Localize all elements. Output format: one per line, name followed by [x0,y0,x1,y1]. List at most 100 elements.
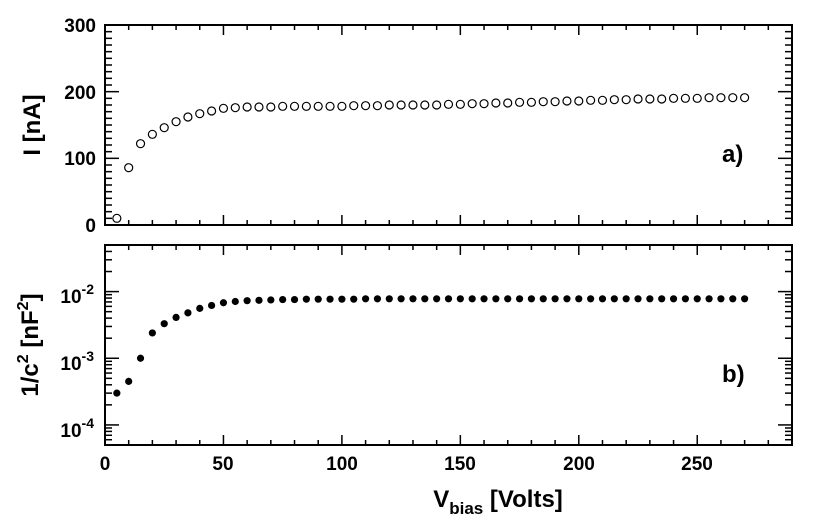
panel-b-frame [104,244,793,446]
xtick-250: 250 [681,454,713,475]
panel-a-point [313,101,323,111]
panel-b-point [302,295,310,303]
panel-b-point [172,313,180,322]
panel-a-point [135,139,146,149]
panel-a-point [218,103,229,113]
panel-b-point [409,295,417,303]
panel-b-point [480,295,488,303]
panel-a-point [384,100,394,110]
panel-a-point [514,97,525,107]
panel-a-point [704,93,714,103]
panel-b-point [622,295,630,303]
panel-a-point [574,96,584,106]
panel-b-point [148,329,156,337]
panel-b-point [563,295,571,303]
panel-a-point [301,101,311,111]
panel-a-point [159,123,169,133]
panel-b-ytick-1e-4: 10-4 [60,415,94,442]
panel-b-ytick-1e-2: 10-2 [60,281,94,308]
panel-b-point [741,295,749,303]
panel-b-point [267,296,275,304]
panel-a-point [645,94,655,104]
panel-b-ytick-1e-3: 10-3 [60,348,94,375]
panel-a-tag: a) [722,141,743,168]
panel-a-point [337,101,347,111]
panel-b-point [669,295,678,303]
panel-b-ylabel: 1/c2 [nF2] [15,293,44,396]
panel-a-point [432,100,442,110]
panel-b-point [539,295,547,303]
panel-b-point [385,295,393,303]
panel-a-ylabel: I [nA] [19,94,46,155]
panel-b-point [729,295,737,303]
panel-b-point [326,295,334,303]
panel-b-point [243,297,251,305]
panel-b-point [610,295,618,303]
panel-a-point [716,93,726,103]
panel-a-point [680,93,690,103]
panel-a-point [609,95,619,105]
panel-a-point [479,99,489,109]
panel-b-point [444,295,453,303]
panel-a-point [538,97,548,107]
panel-b-point [373,295,382,303]
panel-b-point [634,295,642,303]
panel-a-point [562,96,572,106]
xtick-50: 50 [212,454,233,475]
panel-b-tag: b) [722,361,745,388]
panel-a-point [207,106,217,116]
panel-a-point [147,129,157,139]
panel-b-point [456,295,464,303]
panel-a-point [621,95,631,105]
panel-a-point [349,101,359,111]
panel-a-point [740,93,750,103]
panel-b-point [219,299,228,307]
panel-a-point [242,102,252,112]
panel-a-point [633,94,643,104]
panel-a-ytick-300: 300 [64,16,96,37]
panel-a-point [443,99,454,109]
panel-b-point [433,295,441,303]
panel-b-point [279,295,287,304]
panel-a-point [728,93,738,103]
panel-a-point [597,95,608,105]
panel-b-point [527,295,536,303]
panel-a-point [420,100,430,110]
panel-a-point [467,99,477,109]
x-axis-title: Vbias [Volts] [433,486,563,518]
panel-b-point [693,295,701,303]
panel-a-point [408,100,418,110]
panel-b-point [125,377,133,385]
panel-b-point [646,295,654,303]
panel-b-point [551,295,559,303]
panel-b-point [717,295,725,303]
panel-b-point [705,295,713,303]
panel-b-point [361,295,370,303]
panel-b-point [587,295,595,303]
panel-b-point [598,295,607,303]
panel-a-point [112,213,122,223]
panel-a-point [586,95,596,105]
panel-b-point [658,295,666,303]
xtick-100: 100 [326,454,358,475]
panel-a-point [278,101,288,111]
panel-b-point [231,297,239,306]
panel-b-point [515,295,524,303]
panel-b-point [397,295,405,303]
panel-a-point [230,103,240,113]
panel-a-point [526,97,537,107]
panel-b-point [338,295,346,303]
panel-a-point [171,117,181,127]
panel-a-point [668,93,679,103]
panel-a-point [503,98,513,108]
panel-b-point [350,295,358,303]
panel-a-point [372,101,383,111]
panel-b-point [492,295,500,303]
xtick-200: 200 [563,454,595,475]
panel-b-point [681,295,689,303]
panel-b-point [421,295,429,303]
panel-b-point [160,320,168,328]
xtick-0: 0 [100,454,111,475]
panel-a-frame [104,24,793,226]
panel-a-point [266,102,276,112]
